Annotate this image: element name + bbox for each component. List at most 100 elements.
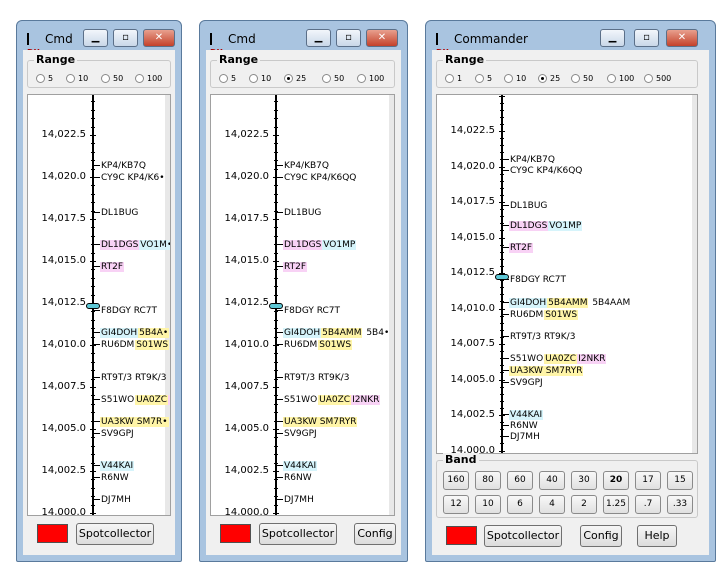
close-button[interactable]: ✕ xyxy=(366,29,398,47)
band-button-12[interactable]: 12 xyxy=(443,495,469,514)
spot-callsign[interactable]: RT2F xyxy=(100,262,124,272)
band-button-6[interactable]: 6 xyxy=(507,495,533,514)
band-button-60[interactable]: 60 xyxy=(507,471,533,490)
spotcollector-button[interactable]: Spotcollector xyxy=(76,523,154,545)
minimize-button[interactable]: ▁ xyxy=(306,29,331,47)
spot-callsign[interactable]: S01WS xyxy=(318,340,353,350)
band-button-10[interactable]: 10 xyxy=(475,495,501,514)
spot-callsign[interactable]: SV9GPJ xyxy=(101,429,134,439)
spot-callsign[interactable]: 5B4AMM xyxy=(547,298,589,308)
spot-callsign[interactable]: R6NW xyxy=(284,473,312,483)
radio-dot[interactable] xyxy=(219,74,228,83)
range-option-500[interactable]: 500 xyxy=(644,74,671,83)
spot-entry[interactable]: F8DGY RC7T xyxy=(503,275,567,286)
range-option-1[interactable]: 1 xyxy=(445,74,462,83)
spot-callsign[interactable]: UA3KW SM7RYR xyxy=(283,417,358,427)
spot-entry[interactable]: RU6DM S01WS xyxy=(94,340,170,351)
spot-entry[interactable]: GI4DOH 5B4AMM 5B4AAM xyxy=(503,298,631,309)
spot-callsign[interactable]: KP4/KB7Q xyxy=(284,161,329,171)
spot-entry[interactable]: DJ7MH xyxy=(277,495,315,506)
spot-entry[interactable]: RT9T/3 RT9K/3 xyxy=(503,332,576,343)
spot-callsign[interactable]: I2NKR xyxy=(577,354,607,364)
band-button-4[interactable]: 4 xyxy=(539,495,565,514)
spot-entry[interactable]: DL1BUG xyxy=(277,208,322,219)
spot-entry[interactable]: SV9GPJ xyxy=(503,378,544,389)
range-option-50[interactable]: 50 xyxy=(101,74,123,83)
spot-callsign[interactable]: RU6DM xyxy=(284,340,318,350)
spot-callsign[interactable]: SV9GPJ xyxy=(510,378,543,388)
vfo-marker[interactable] xyxy=(269,303,283,309)
spot-callsign[interactable]: S51WO xyxy=(284,395,318,405)
maximize-button[interactable]: ▫ xyxy=(336,29,361,47)
spotcollector-button[interactable]: Spotcollector xyxy=(259,523,337,545)
spot-callsign[interactable]: DL1BUG xyxy=(284,208,322,218)
band-button-20[interactable]: 20 xyxy=(603,471,629,490)
range-option-50[interactable]: 50 xyxy=(322,74,344,83)
spot-callsign[interactable]: S51WO xyxy=(101,395,135,405)
spot-entry[interactable]: F8DGY RC7T xyxy=(94,306,158,317)
spot-callsign[interactable]: DL1DGS xyxy=(100,240,140,250)
scrollbar[interactable] xyxy=(165,95,170,515)
help-button[interactable]: Help xyxy=(637,525,677,547)
spot-entry[interactable]: DJ7MH xyxy=(503,432,541,443)
spot-callsign[interactable]: CY9C KP4/K6QQ xyxy=(510,166,583,176)
spot-entry[interactable]: R6NW xyxy=(503,421,539,432)
radio-dot[interactable] xyxy=(357,74,366,83)
radio-dot[interactable] xyxy=(475,74,484,83)
vfo-marker[interactable] xyxy=(495,274,509,280)
spot-callsign[interactable]: GI4DOH xyxy=(283,328,322,338)
title-bar[interactable]: DX Commander ▁ ▫ ✕ xyxy=(426,21,715,57)
spot-callsign[interactable]: DJ7MH xyxy=(101,495,131,505)
spot-callsign[interactable]: RT9T/3 RT9K/3 xyxy=(284,373,350,383)
spot-callsign[interactable]: RT9T/3 RT9K/3 xyxy=(101,373,167,383)
band-button-80[interactable]: 80 xyxy=(475,471,501,490)
spot-panel[interactable]: 14,022.5 14,020.0 14,017.5 14,015.0 14,012.5… xyxy=(27,94,171,516)
spot-entry[interactable]: UA3KW SM7R• xyxy=(94,417,169,428)
spot-callsign[interactable]: CY9C KP4/K6QQ xyxy=(284,173,357,183)
spot-callsign[interactable]: UA3KW SM7R• xyxy=(100,417,169,427)
close-button[interactable]: ✕ xyxy=(143,29,175,47)
title-bar[interactable]: DX Cmd ▁ ▫ ✕ xyxy=(200,21,407,57)
range-option-100[interactable]: 100 xyxy=(357,74,384,83)
range-option-25[interactable]: 25 xyxy=(284,74,306,83)
spot-entry[interactable]: DL1BUG xyxy=(503,201,548,212)
spot-entry[interactable]: RT2F xyxy=(94,262,124,273)
band-button-15[interactable]: 15 xyxy=(667,471,693,490)
spot-callsign[interactable]: CY9C KP4/K6• xyxy=(101,173,165,183)
scrollbar[interactable] xyxy=(389,95,394,515)
spot-entry[interactable]: CY9C KP4/K6QQ xyxy=(277,173,357,184)
spot-callsign[interactable]: 5B4• xyxy=(363,328,390,338)
spot-entry[interactable]: S51WO UA0ZC I2NKR xyxy=(277,395,381,406)
radio-dot[interactable] xyxy=(445,74,454,83)
spot-entry[interactable]: F8DGY RC7T xyxy=(277,306,341,317)
spot-entry[interactable]: KP4/KB7Q xyxy=(503,155,556,166)
vfo-marker[interactable] xyxy=(86,303,100,309)
spot-entry[interactable]: S51WO UA0ZC I2NKR xyxy=(503,354,607,365)
spot-entry[interactable]: V44KAI xyxy=(277,461,318,472)
spot-entry[interactable]: UA3KW SM7RYR xyxy=(503,366,584,377)
band-button-17[interactable]: 17 xyxy=(635,471,661,490)
radio-dot[interactable] xyxy=(101,74,110,83)
spot-entry[interactable]: UA3KW SM7RYR xyxy=(277,417,358,428)
spot-callsign[interactable]: GI4DOH xyxy=(509,298,548,308)
spot-callsign[interactable]: DL1DGS xyxy=(509,221,549,231)
config-button[interactable]: Config xyxy=(354,523,396,545)
band-button-40[interactable]: 40 xyxy=(539,471,565,490)
range-option-10[interactable]: 10 xyxy=(504,74,526,83)
spot-callsign[interactable]: DL1BUG xyxy=(510,201,548,211)
spot-callsign[interactable]: S01WS xyxy=(544,310,579,320)
band-button-.33[interactable]: .33 xyxy=(667,495,693,514)
spot-callsign[interactable]: V44KAI xyxy=(283,461,318,471)
spot-entry[interactable]: RT9T/3 RT9K/3 xyxy=(277,373,350,384)
spot-callsign[interactable]: KP4/KB7Q xyxy=(101,161,146,171)
spot-entry[interactable]: GI4DOH 5B4A• xyxy=(94,328,170,339)
range-option-100[interactable]: 100 xyxy=(135,74,162,83)
radio-dot[interactable] xyxy=(504,74,513,83)
range-option-25[interactable]: 25 xyxy=(538,74,560,83)
spot-entry[interactable]: CY9C KP4/K6• xyxy=(94,173,166,184)
spot-callsign[interactable]: RU6DM xyxy=(510,310,544,320)
spot-entry[interactable]: RT2F xyxy=(503,243,533,254)
range-option-10[interactable]: 10 xyxy=(249,74,271,83)
range-option-50[interactable]: 50 xyxy=(571,74,593,83)
